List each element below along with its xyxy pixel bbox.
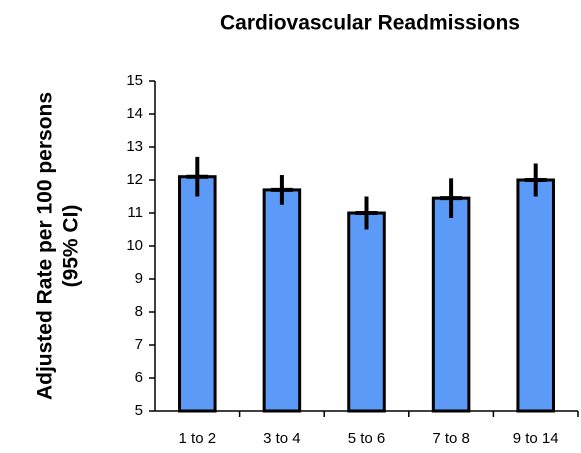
- bar: [347, 211, 386, 413]
- bar: [262, 188, 302, 413]
- y-tick-label: 10: [126, 237, 143, 254]
- bar: [516, 178, 555, 413]
- y-tick-label: 13: [126, 138, 143, 155]
- y-tick-label: 5: [135, 402, 143, 419]
- y-axis-label: (95% CI): [60, 205, 83, 288]
- y-tick-label: 8: [135, 303, 143, 320]
- y-tick-label: 12: [126, 171, 143, 188]
- y-tick-label: 9: [135, 270, 143, 287]
- y-tick-label: 11: [127, 204, 143, 221]
- chart-title: Cardiovascular Readmissions: [220, 12, 520, 35]
- x-tick-label: 7 to 8: [432, 430, 470, 447]
- x-tick-label: 9 to 14: [513, 430, 559, 447]
- y-axis-label: Adjusted Rate per 100 persons: [34, 92, 57, 400]
- y-tick-label: 7: [135, 336, 143, 353]
- y-tick-label: 15: [126, 72, 143, 89]
- y-tick-label: 14: [126, 105, 143, 122]
- x-tick-label: 1 to 2: [179, 430, 217, 447]
- x-tick-label: 3 to 4: [263, 430, 301, 447]
- bar: [431, 196, 471, 413]
- y-tick-label: 6: [135, 369, 143, 386]
- bar: [178, 175, 217, 413]
- x-tick-label: 5 to 6: [348, 430, 386, 447]
